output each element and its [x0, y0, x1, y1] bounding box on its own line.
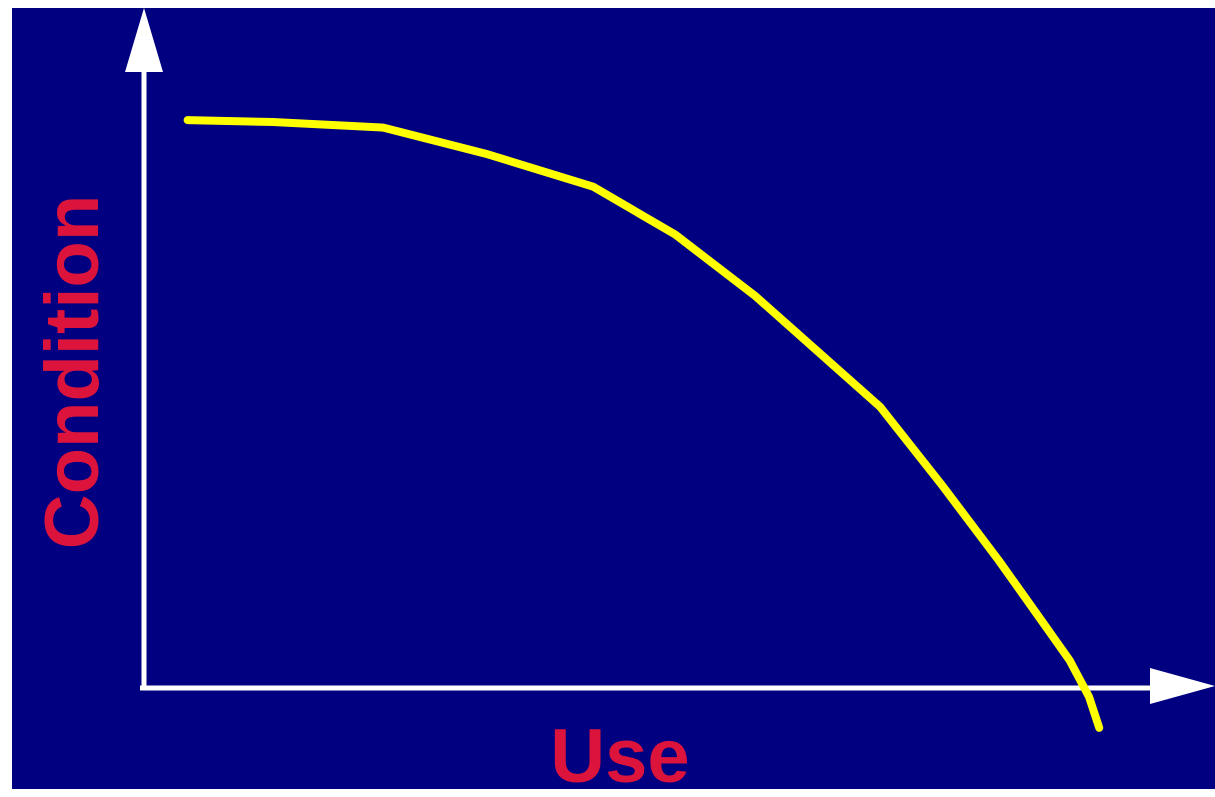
y-axis-arrow-icon — [125, 8, 163, 72]
x-axis-label: Use — [550, 714, 689, 797]
y-axis-label: Condition — [30, 195, 115, 550]
chart-background — [12, 8, 1215, 789]
x-axis-arrow-icon — [1150, 668, 1215, 704]
series-line — [183, 116, 1104, 732]
